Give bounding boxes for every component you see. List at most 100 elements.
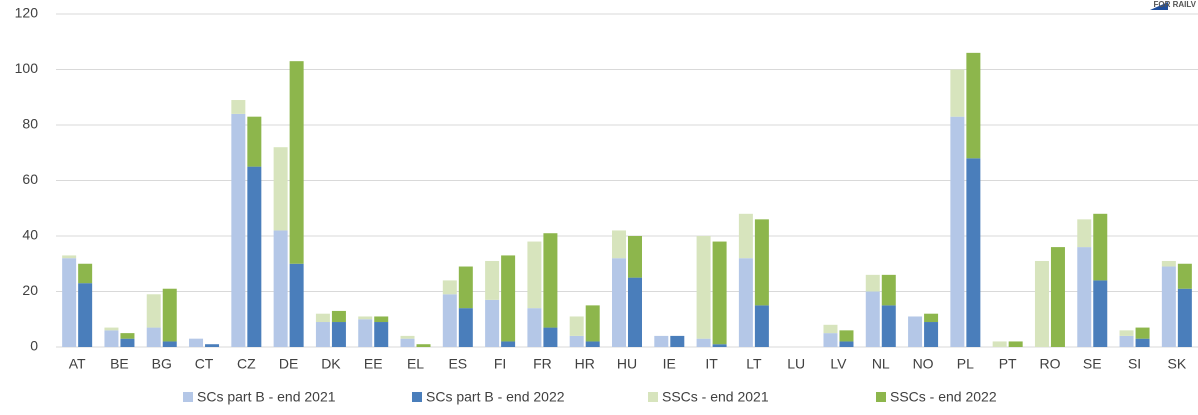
x-tick-label: HR <box>575 356 595 372</box>
bar-segment <box>628 277 642 347</box>
x-tick-label: SI <box>1128 356 1141 372</box>
bar-segment <box>374 322 389 347</box>
bar-segment <box>1093 280 1108 347</box>
bar-segment <box>924 322 939 347</box>
bar-segment <box>908 316 923 347</box>
legend-label: SSCs - end 2022 <box>890 389 997 405</box>
bar-segment <box>231 113 246 348</box>
bar-segment <box>950 69 965 117</box>
bar-segment <box>146 327 161 347</box>
bar-segment <box>865 291 880 347</box>
bar-segment <box>585 341 600 347</box>
bar-segment <box>738 213 753 259</box>
bar-segment <box>62 255 77 259</box>
bar-segment <box>162 341 177 347</box>
bar-segment <box>331 310 346 323</box>
bar-segment <box>839 341 854 347</box>
bar-segment <box>458 308 473 347</box>
bar-segment <box>966 158 981 347</box>
legend-label: SCs part B - end 2022 <box>426 389 565 405</box>
bar-segment <box>162 288 177 342</box>
legend-swatch <box>648 392 658 402</box>
bar-segment <box>966 52 981 159</box>
bar-segment <box>754 305 769 347</box>
x-tick-label: IE <box>663 356 676 372</box>
bar-segment <box>416 344 431 347</box>
bar-segment <box>120 333 135 339</box>
x-tick-label: EE <box>364 356 383 372</box>
bar-segment <box>654 335 669 347</box>
x-tick-label: NO <box>913 356 934 372</box>
bar-segment <box>1177 288 1192 347</box>
bar-segment <box>543 327 558 347</box>
x-tick-label: EL <box>407 356 424 372</box>
bar-segment <box>1034 260 1049 347</box>
bar-segment <box>78 263 93 284</box>
legend-swatch <box>876 392 886 402</box>
x-tick-label: LU <box>787 356 805 372</box>
bar-segment <box>696 338 711 347</box>
bar-segment <box>205 344 220 347</box>
bar-segment <box>712 241 727 345</box>
bar-segment <box>881 274 896 306</box>
bar-segment <box>823 324 838 334</box>
bar-segment <box>628 236 642 278</box>
bar-segment <box>924 313 939 323</box>
bar-segment <box>865 274 880 292</box>
x-tick-label: HU <box>617 356 637 372</box>
bar-segment <box>289 263 304 347</box>
bar-segment <box>823 333 838 347</box>
bar-segment <box>442 294 457 347</box>
x-tick-label: SE <box>1083 356 1102 372</box>
bar-segment <box>738 258 753 347</box>
legend-swatch <box>412 392 422 402</box>
bar-segment <box>485 260 500 300</box>
x-tick-label: CZ <box>237 356 256 372</box>
bar-segment <box>189 338 204 347</box>
y-tick-label: 20 <box>22 282 38 298</box>
bar-segment <box>569 335 584 347</box>
bar-segment <box>358 319 373 347</box>
x-tick-label: NL <box>872 356 890 372</box>
bar-segment <box>527 308 542 347</box>
bar-segment <box>527 241 542 309</box>
bar-segment <box>78 283 93 347</box>
bar-segment <box>62 258 77 347</box>
bar-segment <box>1008 341 1023 347</box>
bar-segment <box>273 147 288 231</box>
x-tick-label: PT <box>999 356 1017 372</box>
x-tick-label: LT <box>746 356 762 372</box>
logo-mark <box>1150 2 1168 10</box>
bar-segment <box>231 100 246 114</box>
bar-segment <box>501 255 516 342</box>
bar-segment <box>1077 219 1092 248</box>
bar-segment <box>104 330 119 347</box>
bar-segment <box>1119 330 1134 336</box>
bar-segment <box>1119 335 1134 347</box>
bar-segment <box>1050 247 1065 347</box>
x-tick-label: IT <box>705 356 718 372</box>
legend-swatch <box>183 392 193 402</box>
bar-segment <box>754 219 769 306</box>
bar-segment <box>374 316 389 323</box>
x-tick-label: SK <box>1168 356 1187 372</box>
legend-label: SCs part B - end 2021 <box>197 389 336 405</box>
bar-segment <box>247 166 262 347</box>
x-tick-label: AT <box>69 356 86 372</box>
y-tick-label: 0 <box>30 338 38 354</box>
x-tick-label: CT <box>195 356 214 372</box>
x-tick-label: FI <box>494 356 506 372</box>
bar-segment <box>585 305 600 342</box>
bar-segment <box>696 236 711 339</box>
x-tick-label: FR <box>533 356 552 372</box>
y-tick-label: 40 <box>22 227 38 243</box>
bar-segment <box>839 330 854 342</box>
y-tick-label: 120 <box>15 5 39 21</box>
bar-segment <box>1177 263 1192 289</box>
bar-segment <box>120 338 135 347</box>
bar-segment <box>612 230 626 259</box>
y-tick-label: 100 <box>15 60 39 76</box>
x-tick-label: DK <box>321 356 341 372</box>
x-tick-label: PL <box>957 356 974 372</box>
